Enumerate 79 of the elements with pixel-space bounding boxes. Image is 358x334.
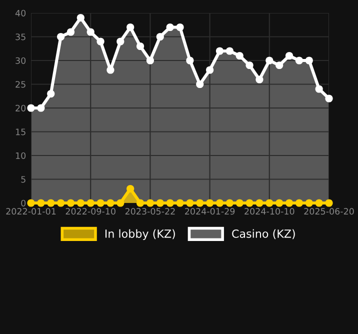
point: [266, 199, 274, 207]
point: [116, 199, 124, 207]
point: [126, 184, 134, 193]
y-tick-label: 5: [21, 176, 26, 183]
point: [236, 52, 244, 60]
point: [276, 199, 284, 207]
point: [37, 199, 45, 207]
point: [86, 199, 94, 207]
point: [146, 56, 154, 64]
point: [186, 199, 194, 207]
point: [305, 199, 313, 207]
point: [37, 104, 45, 112]
x-tick-label: 2024-01-29: [185, 208, 235, 215]
point: [276, 61, 284, 70]
point: [176, 199, 184, 207]
point: [266, 56, 274, 64]
point: [216, 47, 224, 55]
x-tick-label: 2023-05-22: [125, 208, 175, 215]
point: [166, 199, 174, 207]
point: [206, 199, 214, 207]
point: [236, 199, 244, 207]
x-tick-label: 2024-10-10: [244, 208, 294, 215]
point: [56, 32, 65, 41]
point: [146, 199, 154, 207]
point: [156, 199, 164, 207]
y-tick-label: 25: [16, 81, 26, 88]
point: [285, 199, 294, 207]
point: [305, 56, 313, 64]
point: [106, 199, 114, 207]
point: [76, 199, 84, 207]
point: [47, 90, 55, 98]
legend-label: Casino (KZ): [232, 229, 295, 240]
point: [186, 56, 194, 64]
point: [256, 76, 264, 84]
point: [176, 23, 184, 32]
point: [256, 199, 264, 207]
point: [66, 199, 75, 207]
point: [246, 61, 254, 70]
y-tick-label: 15: [16, 128, 26, 136]
point: [27, 199, 35, 207]
point: [136, 42, 144, 50]
point: [216, 199, 224, 207]
point: [126, 23, 134, 32]
point: [315, 85, 323, 93]
point: [285, 52, 294, 60]
point: [76, 14, 84, 22]
x-tick-label: 2025-06-20: [304, 208, 354, 215]
point: [196, 199, 204, 207]
legend-label: In lobby (KZ): [105, 229, 175, 240]
point: [136, 199, 144, 207]
point: [96, 38, 104, 46]
point: [106, 66, 114, 74]
point: [47, 199, 55, 207]
point: [86, 28, 94, 36]
y-tick-label: 20: [16, 104, 26, 112]
point: [196, 80, 204, 88]
point: [226, 199, 234, 207]
point: [325, 94, 333, 102]
point: [56, 199, 65, 207]
y-tick-label: 0: [21, 200, 26, 206]
point: [246, 199, 254, 207]
point: [96, 199, 104, 207]
y-tick-label: 40: [15, 10, 26, 16]
point: [66, 28, 75, 36]
point: [206, 66, 214, 74]
x-tick-label: 2022-01-01: [6, 208, 56, 215]
point: [27, 104, 35, 112]
point: [226, 47, 234, 55]
point: [295, 56, 304, 64]
y-tick-label: 35: [16, 34, 26, 40]
point: [325, 199, 333, 207]
point: [166, 23, 174, 32]
point: [295, 199, 304, 207]
point: [315, 199, 323, 207]
y-tick-label: 30: [16, 57, 26, 64]
x-tick-label: 2022-09-10: [66, 208, 116, 215]
y-tick-label: 10: [16, 152, 26, 159]
point: [156, 32, 164, 41]
point: [116, 38, 124, 46]
